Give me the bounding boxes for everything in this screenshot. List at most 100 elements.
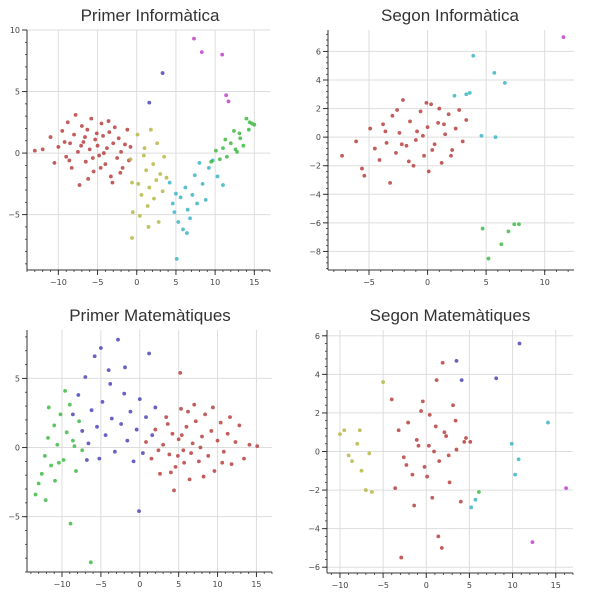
- data-point: [85, 127, 90, 132]
- data-point: [437, 459, 442, 464]
- data-point: [179, 406, 183, 411]
- data-point: [86, 441, 91, 446]
- data-point: [454, 447, 459, 452]
- data-point: [197, 161, 202, 165]
- data-point: [122, 391, 127, 396]
- data-point: [70, 438, 75, 443]
- data-point: [401, 455, 406, 460]
- y-tick: 6: [316, 47, 328, 56]
- series-magenta: [561, 35, 566, 40]
- data-point: [238, 136, 243, 141]
- y-tick-label: 2: [315, 409, 320, 418]
- data-point: [408, 119, 412, 124]
- scatter-plot-segon-matematiques: −10 −5 0 5 10 15 −6 −4 −2 0 2 4 6: [308, 330, 574, 590]
- data-point: [432, 142, 437, 147]
- y-tick-label: −5: [8, 513, 20, 522]
- data-point: [67, 158, 72, 163]
- data-point: [390, 113, 395, 118]
- x-tick: −5: [363, 270, 375, 287]
- data-point: [436, 534, 441, 539]
- data-point: [342, 428, 347, 433]
- data-point: [439, 160, 444, 165]
- series-red: [144, 370, 260, 493]
- data-point: [97, 153, 102, 158]
- data-point: [372, 146, 377, 151]
- y-tick: 6: [315, 332, 327, 341]
- data-point: [215, 174, 220, 179]
- data-point: [131, 459, 136, 464]
- data-point: [49, 463, 54, 468]
- data-point: [89, 408, 94, 413]
- data-point: [79, 143, 83, 148]
- data-point: [397, 130, 402, 135]
- data-point: [502, 80, 507, 85]
- data-point: [430, 495, 435, 500]
- x-tick-label: 5: [467, 581, 472, 590]
- data-point: [426, 169, 431, 174]
- data-point: [39, 471, 44, 476]
- data-point: [33, 492, 38, 497]
- y-tick-label: −4: [308, 525, 320, 534]
- x-tick: 0: [137, 572, 142, 589]
- data-point: [181, 448, 186, 453]
- data-point: [464, 436, 468, 440]
- data-point: [101, 133, 105, 138]
- data-point: [229, 462, 234, 467]
- data-point: [393, 486, 398, 491]
- data-point: [76, 393, 81, 397]
- x-tick: −10: [50, 270, 67, 287]
- data-point: [32, 148, 37, 153]
- data-point: [359, 468, 364, 473]
- data-point: [88, 560, 93, 565]
- data-point: [72, 132, 76, 137]
- data-point: [165, 422, 170, 426]
- data-point: [160, 71, 165, 75]
- y-tick: −4: [308, 525, 327, 534]
- data-point: [73, 113, 78, 117]
- data-point: [414, 438, 419, 442]
- data-point: [346, 453, 351, 458]
- data-point: [80, 429, 85, 433]
- series-blue: [147, 71, 165, 105]
- data-point: [106, 119, 111, 123]
- data-point: [223, 137, 228, 142]
- data-point: [354, 139, 359, 144]
- data-point: [190, 193, 195, 197]
- series-magenta: [530, 486, 568, 545]
- data-point: [350, 459, 354, 464]
- y-tick: 2: [316, 105, 328, 114]
- data-point: [425, 125, 430, 130]
- data-point: [80, 448, 85, 453]
- data-point: [58, 412, 63, 417]
- data-point: [422, 465, 427, 469]
- data-point: [158, 172, 163, 176]
- minor-ticks: [326, 33, 569, 272]
- series-cyan: [452, 53, 507, 140]
- data-point: [98, 346, 103, 350]
- y-tick-label: 2: [316, 105, 321, 114]
- data-point: [112, 449, 117, 454]
- data-point: [228, 415, 232, 420]
- data-point: [517, 341, 522, 346]
- data-point: [212, 469, 217, 473]
- data-point: [103, 433, 108, 437]
- x-tick-label: 15: [251, 580, 261, 589]
- grid: [27, 330, 272, 572]
- data-point: [252, 122, 257, 127]
- y-tick-label: 10: [10, 26, 20, 35]
- data-point: [186, 409, 190, 414]
- data-point: [436, 120, 441, 125]
- data-point: [446, 453, 451, 458]
- data-point: [181, 227, 185, 232]
- x-tick: −10: [54, 572, 70, 589]
- data-point: [147, 351, 152, 356]
- x-tick-label: 10: [210, 278, 220, 287]
- data-point: [434, 378, 439, 383]
- data-point: [179, 433, 184, 437]
- data-point: [151, 162, 156, 167]
- data-point: [142, 146, 147, 151]
- data-point: [68, 141, 73, 146]
- data-point: [468, 439, 473, 444]
- x-tick: −5: [377, 573, 389, 590]
